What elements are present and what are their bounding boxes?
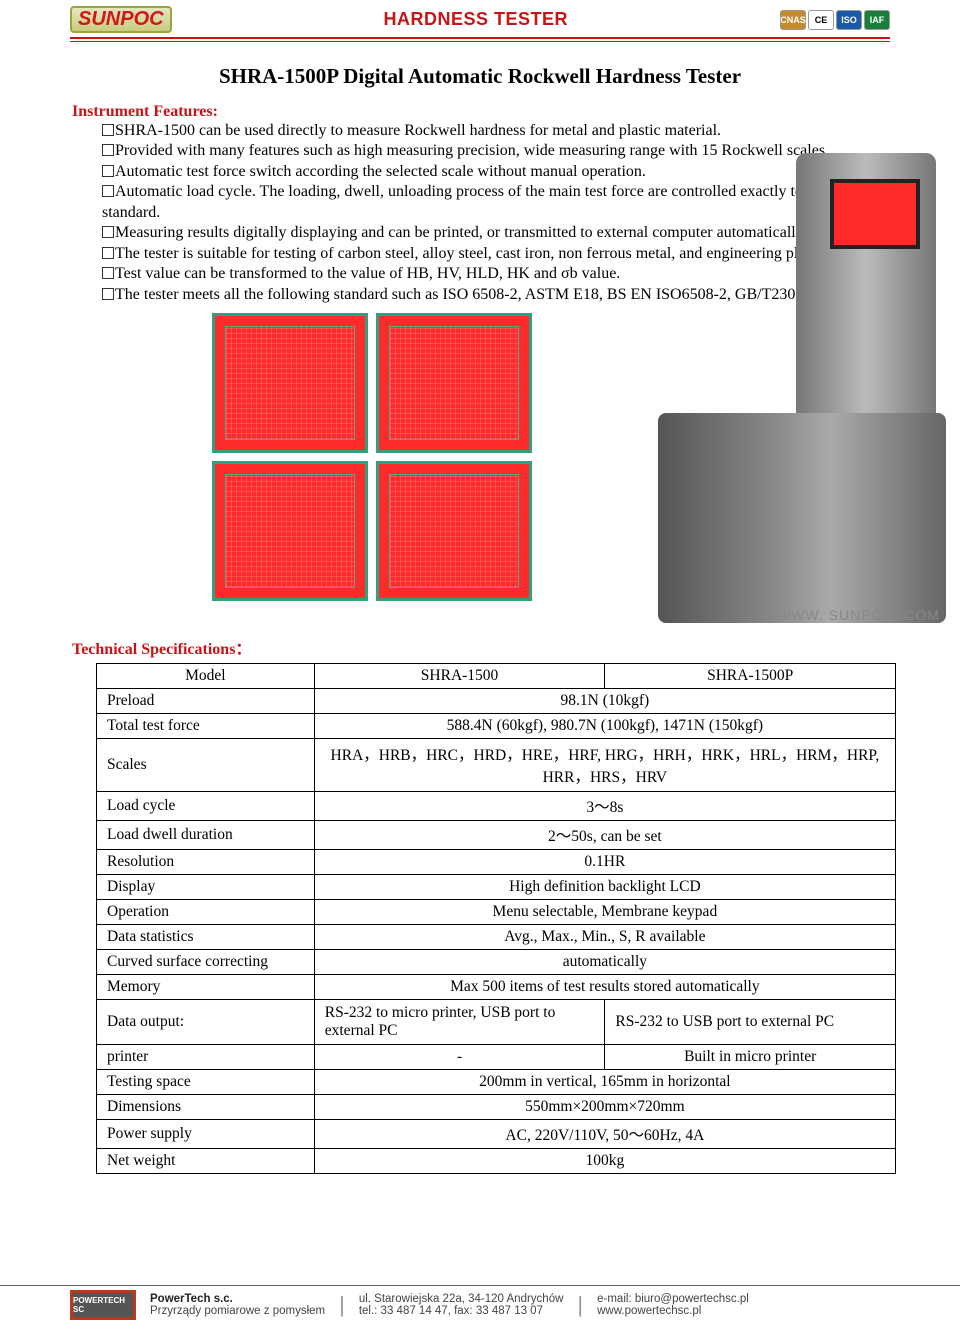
spec-row: Data output:RS-232 to micro printer, USB… [97,1000,896,1045]
spec-value: Menu selectable, Membrane keypad [314,900,895,925]
badge-iaf: IAF [864,10,890,30]
spec-header-row: Model SHRA-1500 SHRA-1500P [97,664,896,689]
spec-value-2: RS-232 to USB port to external PC [605,1000,896,1045]
footer-company-name: PowerTech s.c. [150,1293,233,1305]
spec-label: Power supply [97,1120,315,1149]
spec-label: Load dwell duration [97,821,315,850]
page-footer: POWERTECH SC PowerTech s.c. Przyrządy po… [0,1285,960,1326]
footer-contact: e-mail: biuro@powertechsc.pl www.powerte… [597,1293,749,1317]
footer-address: ul. Starowiejska 22a, 34-120 Andrychów t… [359,1293,564,1317]
col-model: Model [97,664,315,689]
device-base [658,413,946,623]
spec-label: Operation [97,900,315,925]
spec-value: 550mm×200mm×720mm [314,1095,895,1120]
footer-company: PowerTech s.c. Przyrządy pomiarowe z pom… [150,1293,325,1317]
spec-label: Total test force [97,714,315,739]
col-shra1500p: SHRA-1500P [605,664,896,689]
spec-row: Preload98.1N (10kgf) [97,689,896,714]
spec-value: automatically [314,950,895,975]
spec-label: Net weight [97,1149,315,1174]
spec-row: Testing space200mm in vertical, 165mm in… [97,1070,896,1095]
lcd-screenshot-1 [212,313,368,453]
lcd-screenshot-2 [376,313,532,453]
spec-row: Dimensions550mm×200mm×720mm [97,1095,896,1120]
spec-row: Total test force588.4N (60kgf), 980.7N (… [97,714,896,739]
spec-value: AC, 220V/110V, 50～60Hz, 4A [314,1120,895,1149]
spec-table: Model SHRA-1500 SHRA-1500P Preload98.1N … [96,663,896,1174]
feature-item: SHRA-1500 can be used directly to measur… [102,121,888,141]
spec-row: Data statisticsAvg., Max., Min., S, R av… [97,925,896,950]
spec-row: ScalesHRA，HRB，HRC，HRD，HRE，HRF, HRG，HRH，H… [97,739,896,792]
spec-label: Testing space [97,1070,315,1095]
col-shra1500: SHRA-1500 [314,664,605,689]
spec-value: 2～50s, can be set [314,821,895,850]
spec-row: printer-Built in micro printer [97,1045,896,1070]
spec-value: 588.4N (60kgf), 980.7N (100kgf), 1471N (… [314,714,895,739]
spec-value: Avg., Max., Min., S, R available [314,925,895,950]
badge-ce: CE [808,10,834,30]
features-heading: Instrument Features: [72,103,888,121]
badge-cnas: CNAS [780,10,806,30]
footer-addr2: tel.: 33 487 14 47, fax: 33 487 13 07 [359,1305,543,1317]
spec-row: OperationMenu selectable, Membrane keypa… [97,900,896,925]
spec-row: MemoryMax 500 items of test results stor… [97,975,896,1000]
footer-divider-2: | [577,1296,583,1314]
spec-value: 3～8s [314,792,895,821]
spec-label: Scales [97,739,315,792]
spec-label: Display [97,875,315,900]
image-row: WWW. SUNPOC. COM [212,313,888,613]
lcd-screenshot-4 [376,461,532,601]
device-photo [658,153,946,623]
footer-email: e-mail: biuro@powertechsc.pl [597,1293,749,1305]
spec-label: Data statistics [97,925,315,950]
spec-label: Resolution [97,850,315,875]
spec-row: Curved surface correctingautomatically [97,950,896,975]
spec-label: Memory [97,975,315,1000]
footer-logo: POWERTECH SC [70,1290,136,1320]
spec-row: Resolution0.1HR [97,850,896,875]
spec-label: Dimensions [97,1095,315,1120]
footer-divider-1: | [339,1296,345,1314]
spec-row: Net weight100kg [97,1149,896,1174]
product-title: SHRA-1500P Digital Automatic Rockwell Ha… [72,64,888,89]
spec-value: HRA，HRB，HRC，HRD，HRE，HRF, HRG，HRH，HRK，HRL… [314,739,895,792]
spec-value: Max 500 items of test results stored aut… [314,975,895,1000]
certification-badges: CNAS CE ISO IAF [780,10,890,30]
spec-value: 0.1HR [314,850,895,875]
badge-iso: ISO [836,10,862,30]
spec-label: Preload [97,689,315,714]
image-watermark: WWW. SUNPOC. COM [777,607,940,623]
footer-addr1: ul. Starowiejska 22a, 34-120 Andrychów [359,1293,564,1305]
footer-company-tag: Przyrządy pomiarowe z pomysłem [150,1305,325,1317]
spec-value-2: Built in micro printer [605,1045,896,1070]
content-area: SHRA-1500P Digital Automatic Rockwell Ha… [0,42,960,1174]
spec-row: DisplayHigh definition backlight LCD [97,875,896,900]
brand-logo: SUNPOC [70,6,172,33]
device-screen [830,179,920,249]
spec-value: 100kg [314,1149,895,1174]
spec-label: Data output: [97,1000,315,1045]
spec-row: Load dwell duration2～50s, can be set [97,821,896,850]
spec-value-1: RS-232 to micro printer, USB port to ext… [314,1000,605,1045]
spec-value: 98.1N (10kgf) [314,689,895,714]
spec-value: 200mm in vertical, 165mm in horizontal [314,1070,895,1095]
spec-label: printer [97,1045,315,1070]
page-header: SUNPOC HARDNESS TESTER CNAS CE ISO IAF [0,0,960,35]
doc-category-title: HARDNESS TESTER [384,9,569,30]
spec-row: Power supplyAC, 220V/110V, 50～60Hz, 4A [97,1120,896,1149]
header-rule-thick [70,37,890,39]
spec-label: Load cycle [97,792,315,821]
spec-row: Load cycle3～8s [97,792,896,821]
spec-value-1: - [314,1045,605,1070]
footer-web: www.powertechsc.pl [597,1305,701,1317]
spec-label: Curved surface correcting [97,950,315,975]
spec-heading: Technical Specifications： [72,635,888,659]
spec-value: High definition backlight LCD [314,875,895,900]
lcd-screenshot-3 [212,461,368,601]
